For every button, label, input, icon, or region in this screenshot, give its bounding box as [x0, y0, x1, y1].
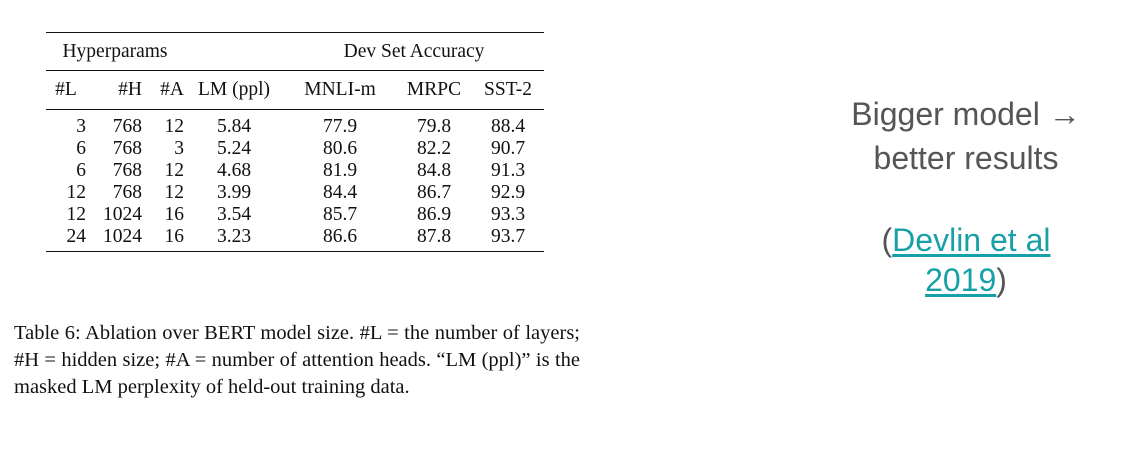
column-header: #A [142, 70, 184, 110]
column-header: SST-2 [472, 70, 544, 110]
table-cell: 1024 [103, 204, 142, 225]
table-cell: 5.84 [216, 116, 252, 137]
citation-open-paren: ( [881, 222, 893, 258]
hyperparams-group-header: Hyperparams [46, 32, 184, 71]
column-header: #H [86, 70, 142, 110]
table-row: 6 768 12 4.68 81.9 84.8 91.3 [46, 160, 544, 182]
table-cell: 79.8 [416, 116, 452, 137]
table-cell: 86.9 [416, 204, 452, 225]
table-cell: 24 [46, 226, 86, 252]
table-cell: 3.23 [184, 226, 284, 252]
table-row: 24 1024 16 3.23 86.6 87.8 93.7 [46, 226, 544, 252]
table-column-header-row: #L #H #A LM (ppl) MNLI-m MRPC SST-2 [46, 70, 544, 110]
table-cell: 3 [76, 116, 86, 137]
table-row: 12 1024 16 3.54 85.7 86.9 93.3 [46, 204, 544, 226]
table-cell: 82.2 [416, 138, 452, 159]
table-cell: 91.3 [490, 160, 526, 181]
takeaway-line-2: better results [873, 140, 1059, 176]
column-header: #L [46, 70, 86, 110]
table-cell: 768 [112, 160, 142, 181]
citation-link-line-2: 2019 [925, 262, 997, 298]
table-cell: 90.7 [490, 138, 526, 159]
citation-close-paren: ) [996, 262, 1007, 298]
table-cell: 3.99 [216, 182, 252, 203]
table-cell: 3 [174, 138, 184, 159]
table-cell: 86.7 [416, 182, 452, 203]
table-cell: 12 [164, 182, 185, 203]
table-cell: 84.8 [416, 160, 452, 181]
table-caption: Table 6: Ablation over BERT model size. … [14, 322, 580, 398]
table-cell: 12 [66, 204, 87, 225]
citation-link[interactable]: Devlin et al 2019 [892, 222, 1050, 298]
table-cell: 92.9 [490, 182, 526, 203]
table-cell: 88.4 [490, 116, 526, 137]
table-cell: 16 [142, 226, 184, 252]
table-cell: 85.7 [322, 204, 358, 225]
table-cell: 77.9 [322, 116, 358, 137]
takeaway-line-1: Bigger model → [851, 96, 1081, 132]
column-header: MRPC [396, 70, 472, 110]
table-cell: 86.6 [284, 226, 396, 252]
table-cell: 6 [76, 160, 86, 181]
slide-annotation: Bigger model → better results (Devlin et… [820, 92, 1112, 300]
table-row: 6 768 3 5.24 80.6 82.2 90.7 [46, 138, 544, 160]
table-cell: 84.4 [322, 182, 358, 203]
table-cell: 87.8 [396, 226, 472, 252]
table-cell: 80.6 [322, 138, 358, 159]
table-cell: 768 [112, 182, 142, 203]
table-cell: 81.9 [322, 160, 358, 181]
column-header: MNLI-m [284, 70, 396, 110]
table-row: 3 768 12 5.84 77.9 79.8 88.4 [46, 110, 544, 139]
table-cell: 5.24 [216, 138, 252, 159]
column-header: LM (ppl) [184, 70, 284, 110]
table-cell: 16 [164, 204, 185, 225]
table-cell: 93.7 [472, 226, 544, 252]
ablation-table: Hyperparams Dev Set Accuracy #L #H #A LM… [46, 32, 544, 252]
dev-accuracy-group-header: Dev Set Accuracy [284, 32, 544, 71]
table-row: 12 768 12 3.99 84.4 86.7 92.9 [46, 182, 544, 204]
table-cell: 12 [164, 160, 185, 181]
table-cell: 768 [112, 116, 142, 137]
table-cell: 3.54 [216, 204, 252, 225]
table-group-header-row: Hyperparams Dev Set Accuracy [46, 32, 544, 71]
table-cell: 93.3 [490, 204, 526, 225]
table-cell: 6 [76, 138, 86, 159]
table-cell: 1024 [86, 226, 142, 252]
table-cell: 4.68 [216, 160, 252, 181]
takeaway-text: Bigger model → better results [820, 92, 1112, 180]
citation-link-line-1: Devlin et al [892, 222, 1051, 258]
table-cell: 768 [112, 138, 142, 159]
citation: (Devlin et al 2019) [820, 220, 1112, 300]
table-cell: 12 [164, 116, 185, 137]
group-header-spacer [184, 32, 284, 71]
table-cell: 12 [66, 182, 87, 203]
